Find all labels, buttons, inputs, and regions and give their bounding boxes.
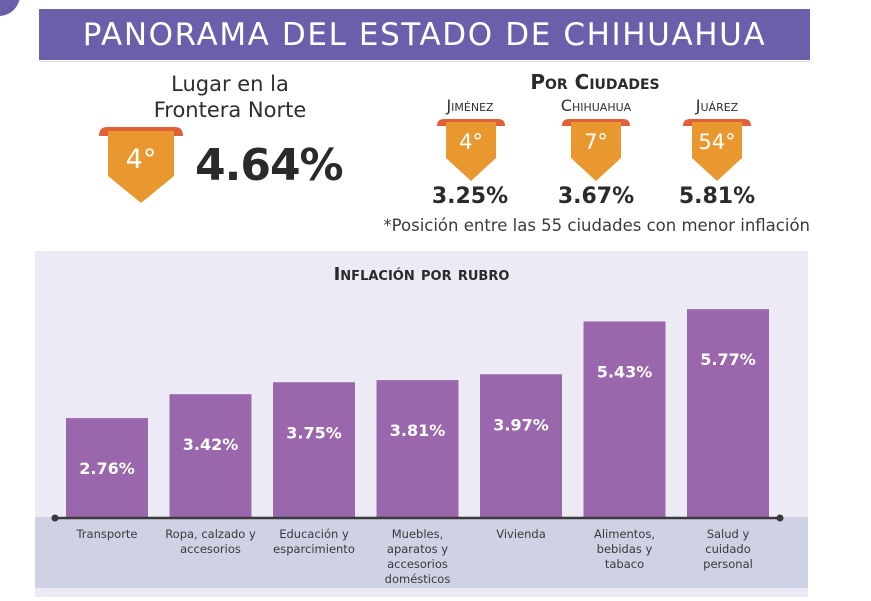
frontera-rank-badge: 4° [97, 126, 185, 204]
frontera-title-line2: Frontera Norte [153, 98, 307, 122]
bar-1 [169, 394, 252, 518]
city-name-chihuahua: Chihuahua [560, 96, 632, 115]
axis-end-dot [776, 514, 784, 522]
bar-2 [273, 382, 355, 518]
category-label-line: Vivienda [496, 527, 546, 541]
frontera-rank: 4° [125, 144, 157, 175]
bar-3 [376, 380, 459, 518]
category-label-line: accesorios [180, 542, 241, 556]
city-inflation-jimenez: 3.25% [431, 184, 509, 209]
chart-title: Inflación por rubro [333, 264, 510, 285]
city-rank-jimenez: 4° [459, 130, 483, 154]
category-label-line: Muebles, [391, 527, 444, 541]
category-label-line: accesorios [387, 557, 448, 571]
category-label-line: aparatos y [386, 542, 449, 556]
category-label: Salud y cuidado personal [676, 527, 780, 572]
category-label-line: domésticos [384, 572, 451, 586]
ciudades-title: Por Ciudades [530, 70, 660, 94]
frontera-title: Lugar en la Frontera Norte [110, 71, 350, 123]
category-label-line: Salud y [706, 527, 750, 541]
bar-value-label: 3.42% [183, 435, 239, 454]
page-title: PANORAMA DEL ESTADO DE CHIHUAHUA [82, 16, 767, 53]
frontera-inflation: 4.64% [195, 140, 344, 191]
city-name-juarez: Juárez [695, 96, 739, 115]
city-inflation-juarez: 5.81% [678, 184, 756, 209]
bar-6 [687, 309, 769, 518]
bar-value-label: 3.97% [493, 415, 549, 434]
bar-value-label: 5.77% [700, 350, 756, 369]
bar-0 [66, 418, 148, 518]
category-label: Transporte [55, 527, 159, 542]
category-label: Vivienda [469, 527, 573, 542]
bar-4 [480, 374, 562, 518]
category-label-line: Alimentos, [593, 527, 655, 541]
category-label-line: Transporte [76, 527, 138, 541]
category-label-line: tabaco [604, 557, 645, 571]
ribbon-badge-icon [683, 119, 751, 181]
category-label: Ropa, calzado y accesorios [159, 527, 263, 557]
category-label-line: Ropa, calzado y [165, 527, 256, 541]
chart-label-band [35, 517, 808, 588]
category-label: Alimentos, bebidas y tabaco [573, 527, 677, 572]
page-title-banner: PANORAMA DEL ESTADO DE CHIHUAHUA [39, 9, 810, 60]
category-label-line: cuidado [705, 542, 751, 556]
city-inflation-chihuahua: 3.67% [557, 184, 635, 209]
city-rank-badge-chihuahua: 7° [561, 118, 631, 182]
bar-5 [583, 321, 666, 518]
bar-value-label: 2.76% [79, 459, 135, 478]
category-label: Muebles, aparatos y accesorios domésticos [366, 527, 470, 587]
ribbon-badge-icon [562, 119, 630, 181]
bar-value-label: 3.81% [390, 421, 446, 440]
category-label-line: esparcimiento [273, 542, 355, 556]
bar-value-label: 5.43% [597, 362, 653, 381]
banner-divider [39, 61, 810, 62]
footnote: *Posición entre las 55 ciudades con meno… [383, 216, 810, 235]
city-rank-badge-jimenez: 4° [436, 118, 506, 182]
category-label-line: Educación y [279, 527, 349, 541]
city-rank-chihuahua: 7° [584, 130, 608, 154]
ribbon-badge-icon [99, 127, 183, 203]
category-label: Educación y esparcimiento [262, 527, 366, 557]
city-rank-juarez: 54° [698, 130, 736, 154]
category-label-line: bebidas y [596, 542, 653, 556]
category-label-line: personal [703, 557, 753, 571]
axis-start-dot [51, 514, 59, 522]
bar-value-label: 3.75% [286, 423, 342, 442]
ribbon-badge-icon [437, 119, 505, 181]
frontera-title-line1: Lugar en la [171, 72, 289, 96]
city-name-jimenez: Jiménez [446, 96, 494, 115]
city-rank-badge-juarez: 54° [682, 118, 752, 182]
